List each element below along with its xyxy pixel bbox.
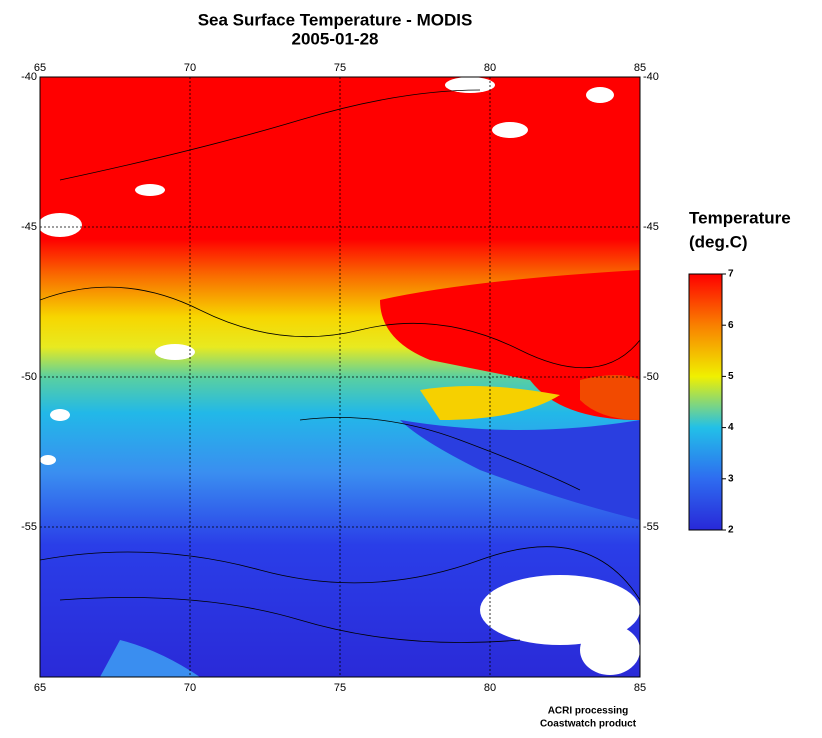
credit: Coastwatch product	[540, 719, 637, 730]
colorbar-tick-label: 4	[728, 422, 734, 433]
credit: ACRI processing	[548, 706, 629, 717]
colorbar-tick-label: 5	[728, 371, 734, 382]
y-tick-label: -50	[21, 371, 37, 383]
x-tick-label: 65	[34, 62, 46, 74]
x-tick-label: 75	[334, 682, 346, 694]
x-tick-label: 80	[484, 682, 496, 694]
y-tick-label: -55	[643, 521, 659, 533]
y-tick-label: -50	[643, 371, 659, 383]
colorbar-tick-label: 3	[728, 473, 734, 484]
x-tick-label: 70	[184, 62, 196, 74]
x-tick-label: 80	[484, 62, 496, 74]
y-tick-label: -45	[643, 221, 659, 233]
y-tick-label: -40	[21, 71, 37, 83]
x-tick-label: 65	[34, 682, 46, 694]
colorbar-units: (deg.C)	[689, 232, 748, 251]
map-title: Sea Surface Temperature - MODIS	[198, 10, 473, 29]
colorbar-tick-label: 6	[728, 320, 734, 331]
x-tick-label: 85	[634, 682, 646, 694]
colorbar-tick-label: 7	[728, 269, 734, 280]
colorbar-tick-label: 2	[728, 525, 734, 536]
y-tick-label: -40	[643, 71, 659, 83]
y-tick-label: -45	[21, 221, 37, 233]
colorbar-title: Temperature	[689, 208, 791, 227]
x-tick-label: 70	[184, 682, 196, 694]
x-tick-label: 85	[634, 62, 646, 74]
y-tick-label: -55	[21, 521, 37, 533]
map-date: 2005-01-28	[292, 29, 379, 48]
colorbar	[688, 273, 723, 531]
x-tick-label: 75	[334, 62, 346, 74]
